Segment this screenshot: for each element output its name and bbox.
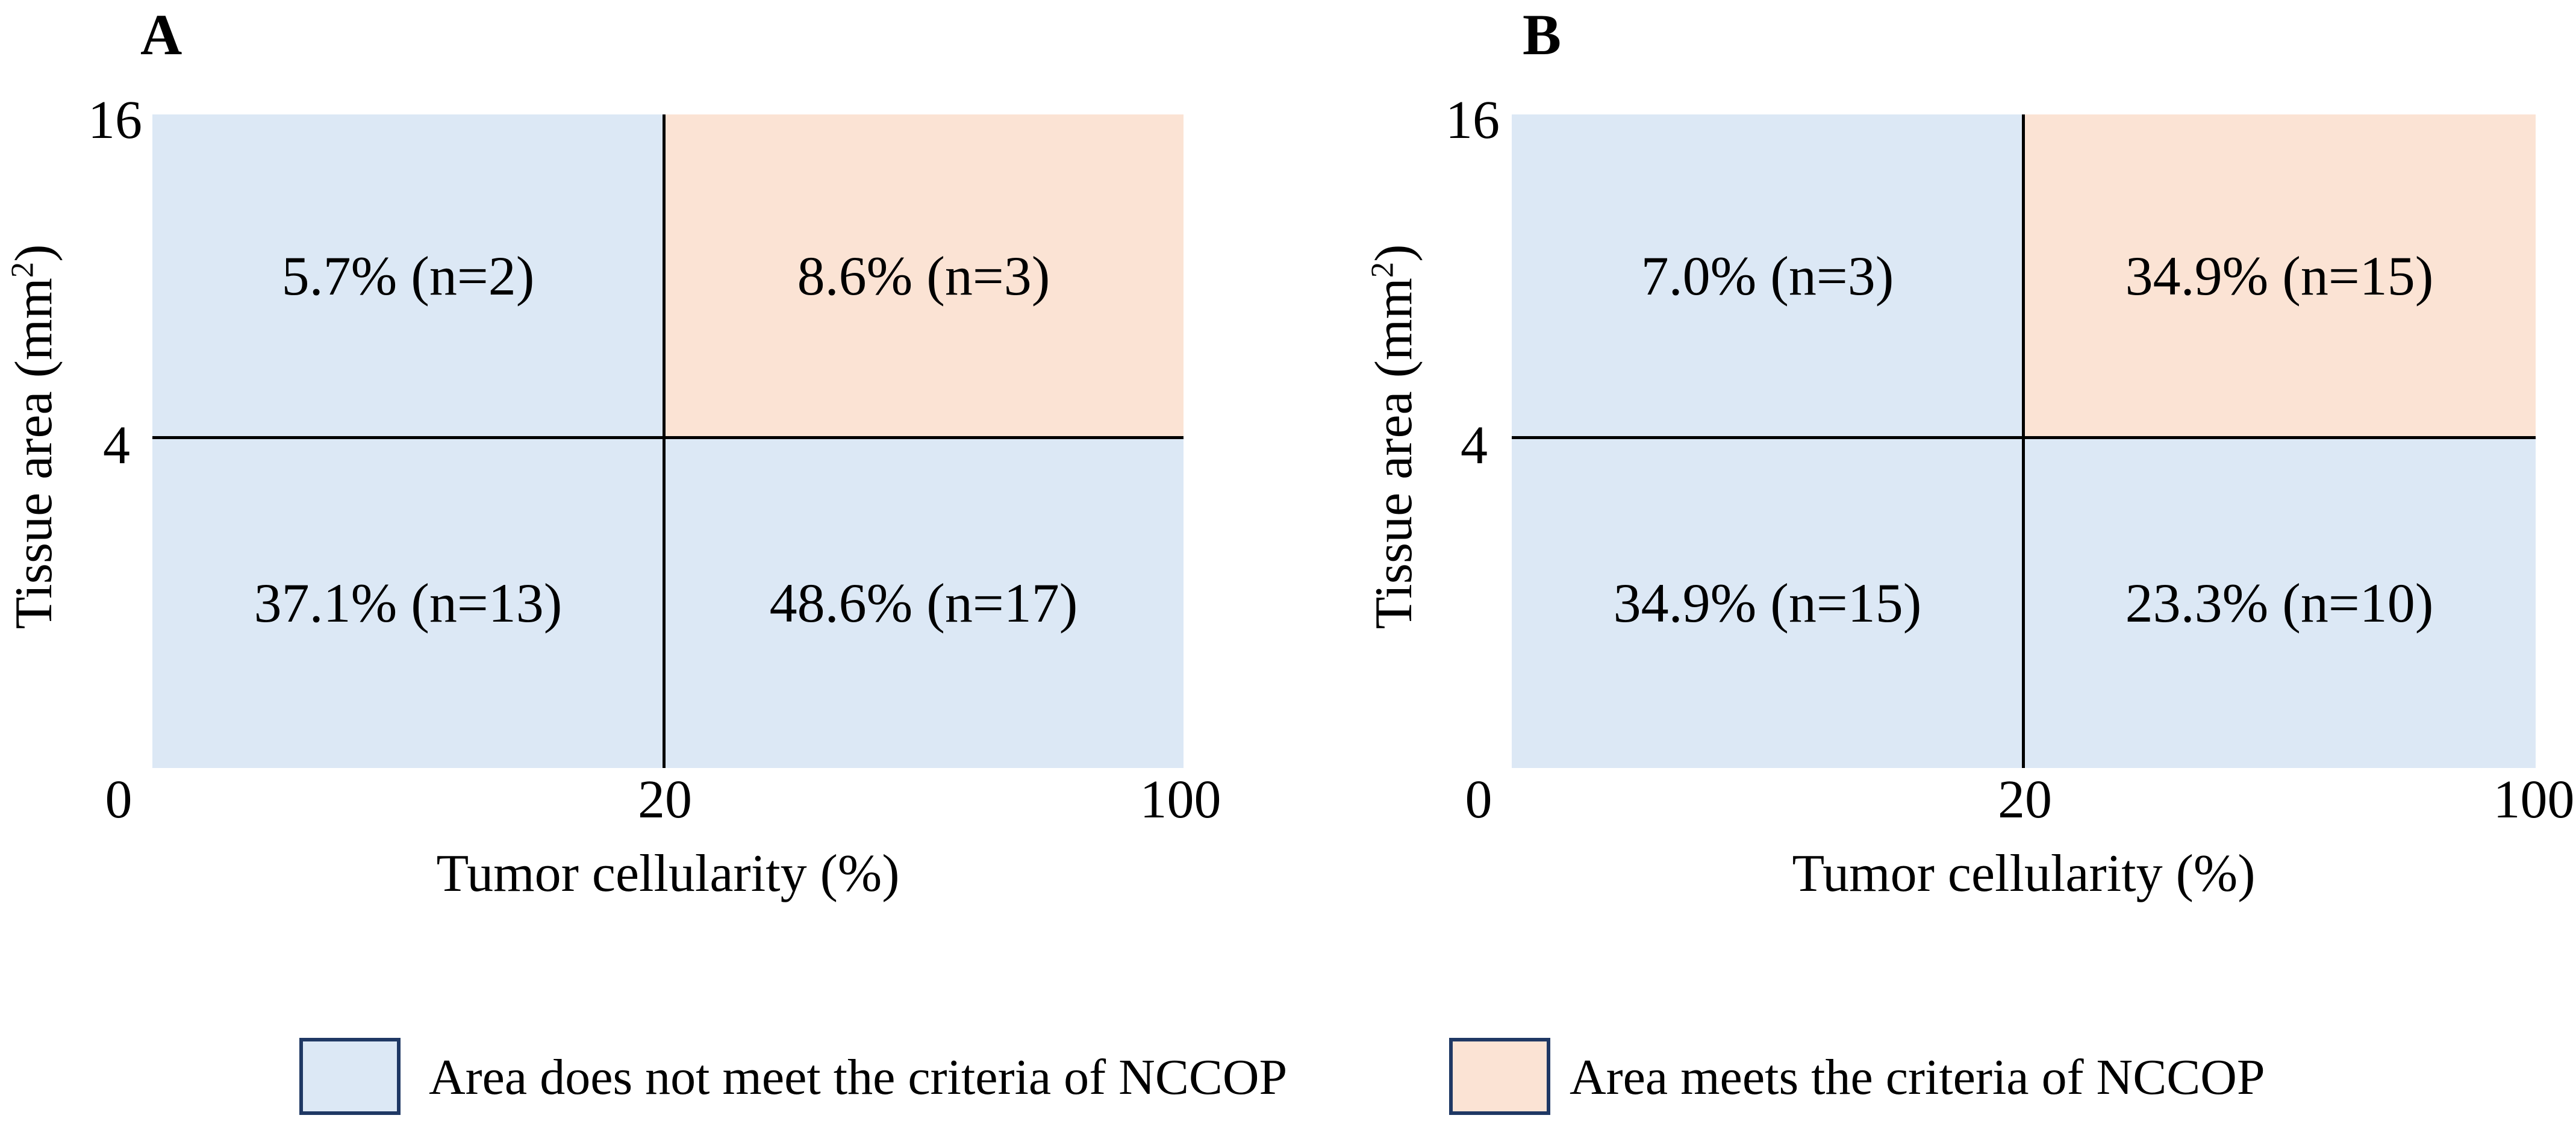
- quadrant-value: 8.6% (n=3): [797, 245, 1050, 307]
- panel-b-plot: 7.0% (n=3) 34.9% (n=15) 34.9% (n=15) 23.…: [1512, 114, 2536, 768]
- y-axis-label-superscript: 2: [1365, 261, 1400, 278]
- panel-a-horizontal-divider: [152, 436, 1184, 439]
- y-axis-label-superscript: 2: [5, 261, 40, 278]
- panel-b-title: B: [1523, 2, 1562, 67]
- panel-a-quadrant-bottom-right: 48.6% (n=17): [664, 437, 1184, 768]
- y-axis-label-suffix: ): [5, 244, 63, 262]
- panel-b-quadrant-bottom-left: 34.9% (n=15): [1512, 437, 2023, 768]
- panel-b-quadrant-top-left: 7.0% (n=3): [1512, 114, 2023, 437]
- panel-b-xtick-0: 0: [1465, 770, 1492, 829]
- panel-b-quadrant-bottom-right: 23.3% (n=10): [2023, 437, 2536, 768]
- panel-b-ytick-16: 16: [1445, 90, 1500, 150]
- panel-b-horizontal-divider: [1512, 436, 2536, 439]
- quadrant-value: 7.0% (n=3): [1641, 245, 1894, 307]
- panel-b-ytick-4: 4: [1461, 416, 1488, 475]
- panel-a-xtick-0: 0: [105, 770, 133, 829]
- panel-a-x-axis-label: Tumor cellularity (%): [436, 844, 900, 903]
- quadrant-value: 34.9% (n=15): [1613, 572, 1922, 634]
- panel-a-title: A: [140, 2, 182, 67]
- panel-b-y-axis-label: Tissue area (mm2): [1365, 190, 1423, 684]
- y-axis-label-text: Tissue area (mm: [1365, 278, 1423, 629]
- panel-b-quadrant-top-right: 34.9% (n=15): [2023, 114, 2536, 437]
- quadrant-value: 34.9% (n=15): [2125, 245, 2434, 307]
- panel-a-quadrant-bottom-left: 37.1% (n=13): [152, 437, 664, 768]
- panel-a-quadrant-top-right: 8.6% (n=3): [664, 114, 1184, 437]
- legend-label-meet: Area meets the criteria of NCCOP: [1570, 1049, 2265, 1105]
- panel-a-ytick-16: 16: [88, 90, 142, 150]
- quadrant-value: 5.7% (n=2): [281, 245, 535, 307]
- panel-a-vertical-divider: [663, 114, 666, 768]
- quadrant-value: 23.3% (n=10): [2125, 572, 2434, 634]
- y-axis-label-text: Tissue area (mm: [5, 278, 63, 629]
- legend-swatch-meet: [1449, 1038, 1550, 1115]
- panel-b-vertical-divider: [2022, 114, 2025, 768]
- panel-a-y-axis-label: Tissue area (mm2): [5, 190, 63, 684]
- quadrant-value: 48.6% (n=17): [769, 572, 1078, 634]
- panel-a-plot: 5.7% (n=2) 8.6% (n=3) 37.1% (n=13) 48.6%…: [152, 114, 1184, 768]
- panel-a-xtick-100: 100: [1140, 770, 1221, 829]
- panel-b-x-axis-label: Tumor cellularity (%): [1792, 844, 2256, 903]
- y-axis-label-suffix: ): [1365, 244, 1423, 262]
- panel-b-xtick-100: 100: [2493, 770, 2575, 829]
- panel-b-xtick-20: 20: [1998, 770, 2052, 829]
- panel-a-quadrant-top-left: 5.7% (n=2): [152, 114, 664, 437]
- quadrant-value: 37.1% (n=13): [254, 572, 563, 634]
- panel-a-ytick-4: 4: [103, 416, 130, 475]
- panel-a-xtick-20: 20: [638, 770, 692, 829]
- legend-swatch-not-meet: [299, 1038, 401, 1115]
- legend-label-not-meet: Area does not meet the criteria of NCCOP: [429, 1049, 1288, 1105]
